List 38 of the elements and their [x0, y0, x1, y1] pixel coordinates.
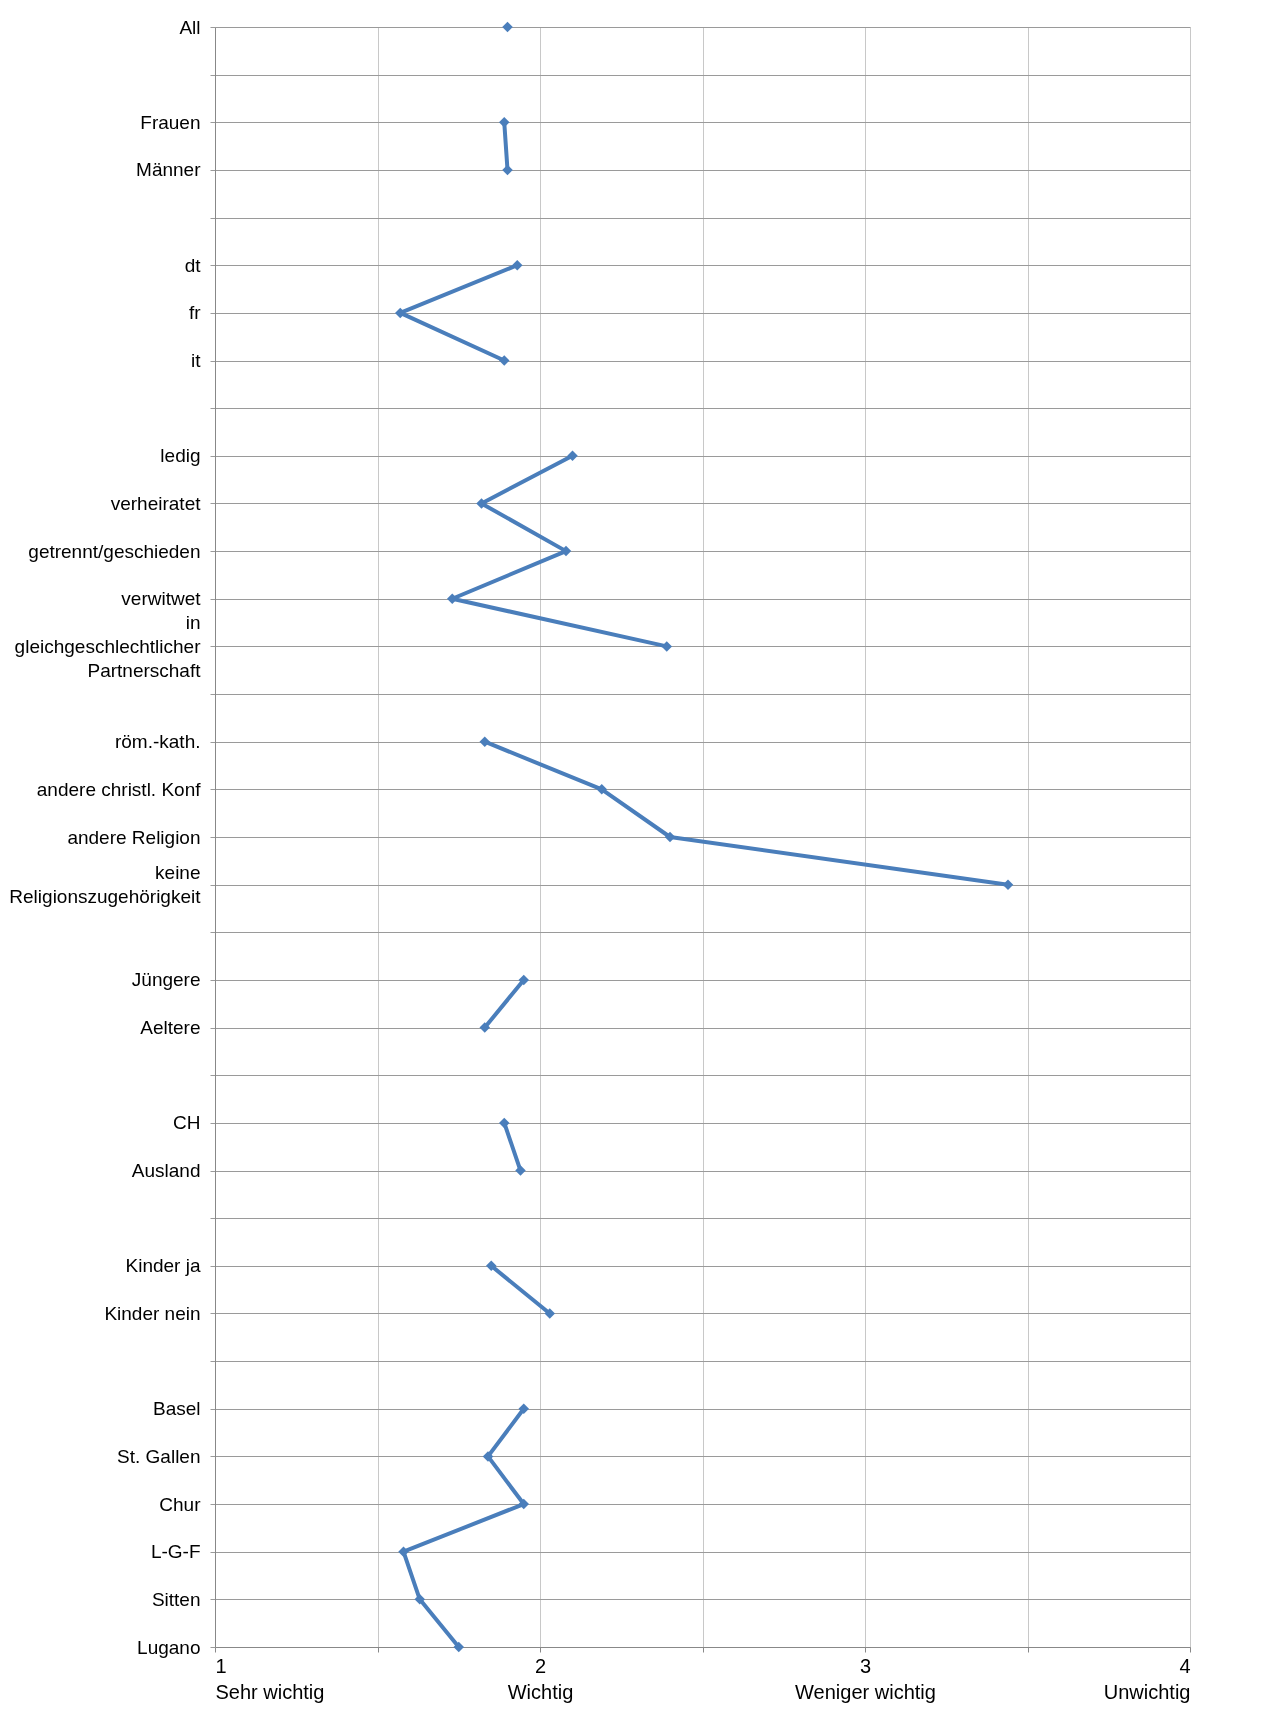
- x-tick-label: 2 Wichtig: [507, 1654, 574, 1703]
- y-tick-label: Ausland: [131, 1160, 201, 1182]
- y-tick-label: St. Gallen: [117, 1445, 201, 1467]
- point: [398, 1546, 409, 1557]
- point: [518, 1403, 529, 1415]
- y-tick-label: L-G-F: [150, 1541, 201, 1563]
- y-tick-label: Aeltere: [140, 1017, 201, 1039]
- y-tick-label: All: [179, 16, 201, 38]
- y-tick-label: Sitten: [151, 1588, 201, 1610]
- y-tick-label: röm.-kath.: [114, 731, 201, 753]
- y-tick-label: Chur: [159, 1493, 202, 1515]
- y-tick-label: keine Religionszugehörigkeit: [9, 862, 202, 908]
- y-tick-label: andere christl. Konf: [36, 778, 202, 800]
- y-tick-label: Kinder ja: [125, 1255, 201, 1277]
- y-tick-label: it: [191, 350, 202, 372]
- y-tick-label: Kinder nein: [104, 1302, 201, 1324]
- y-tick-label: fr: [188, 302, 202, 324]
- y-tick-label: verwitwet: [121, 588, 202, 610]
- y-tick-label: ledig: [160, 445, 201, 467]
- y-tick-label: in gleichgeschlechtlicher Partnerschaft: [14, 611, 202, 681]
- y-tick-label: Lugano: [137, 1636, 201, 1658]
- point: [414, 1594, 425, 1605]
- point: [518, 1498, 529, 1510]
- y-tick-label: getrennt/geschieden: [28, 540, 201, 562]
- y-tick-label: CH: [173, 1112, 201, 1134]
- x-tick-label: 4 Unwichtig: [1103, 1654, 1191, 1703]
- x-tick-label: 1 Sehr wichtig: [215, 1654, 325, 1703]
- y-tick-label: Männer: [136, 159, 202, 181]
- point: [482, 1451, 494, 1462]
- y-tick-label: Basel: [152, 1398, 201, 1420]
- y-tick-label: dt: [184, 254, 202, 276]
- point: [502, 21, 513, 33]
- y-tick-label: Jüngere: [131, 969, 201, 991]
- y-tick-label: andere Religion: [67, 826, 201, 848]
- y-tick-label: verheiratet: [110, 492, 202, 514]
- point: [453, 1641, 464, 1653]
- x-tick-label: 3 Weniger wichtig: [795, 1654, 936, 1703]
- y-tick-label: Frauen: [140, 111, 201, 133]
